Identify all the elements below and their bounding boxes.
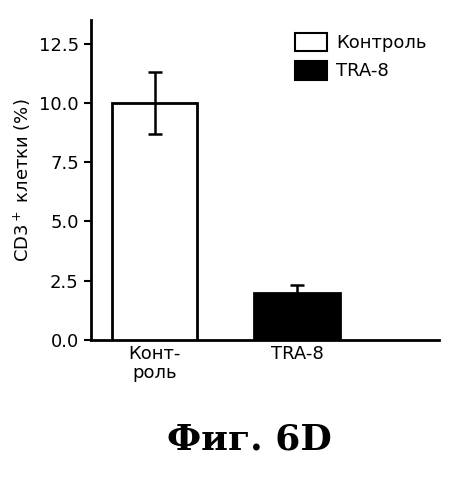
Y-axis label: CD3$^+$ клетки (%): CD3$^+$ клетки (%) bbox=[12, 98, 33, 262]
Bar bbox=[112, 103, 198, 340]
Legend: Контроль, TRA-8: Контроль, TRA-8 bbox=[291, 29, 430, 84]
Text: Фиг. 6D: Фиг. 6D bbox=[167, 423, 332, 457]
Bar bbox=[254, 292, 340, 340]
